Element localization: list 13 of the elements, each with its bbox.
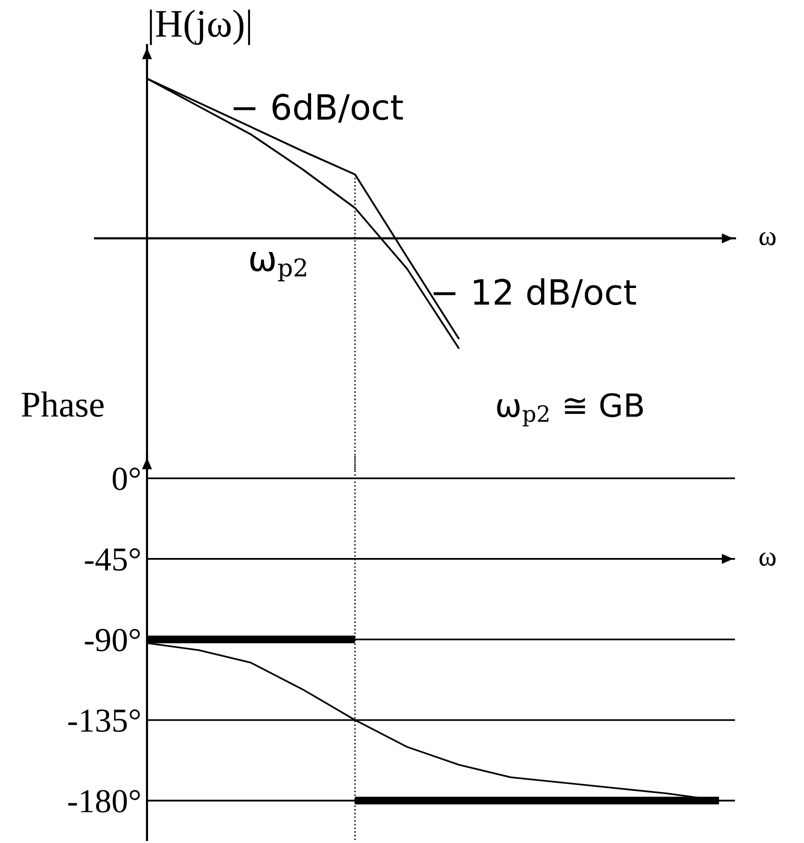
y-axis-title: Phase — [22, 391, 104, 417]
x-axis-title: ω — [759, 232, 776, 246]
annotation: − 12 dB/oct — [434, 278, 636, 308]
annotation: ω$_{p2}$ — [250, 252, 306, 282]
text: ω$_{p2}$ ≅ GB — [497, 393, 643, 426]
y-tick-label: -45° — [84, 548, 140, 571]
y-tick-label: -135° — [68, 709, 140, 732]
x-axis-title: ω — [759, 552, 776, 566]
y-axis-title: |H(jω)| — [150, 10, 250, 45]
y-tick-label: -180° — [68, 790, 140, 812]
y-tick-label: -90° — [84, 628, 140, 652]
y-tick-label: 0° — [112, 468, 140, 490]
annotation: − 6dB/oct — [234, 93, 403, 123]
